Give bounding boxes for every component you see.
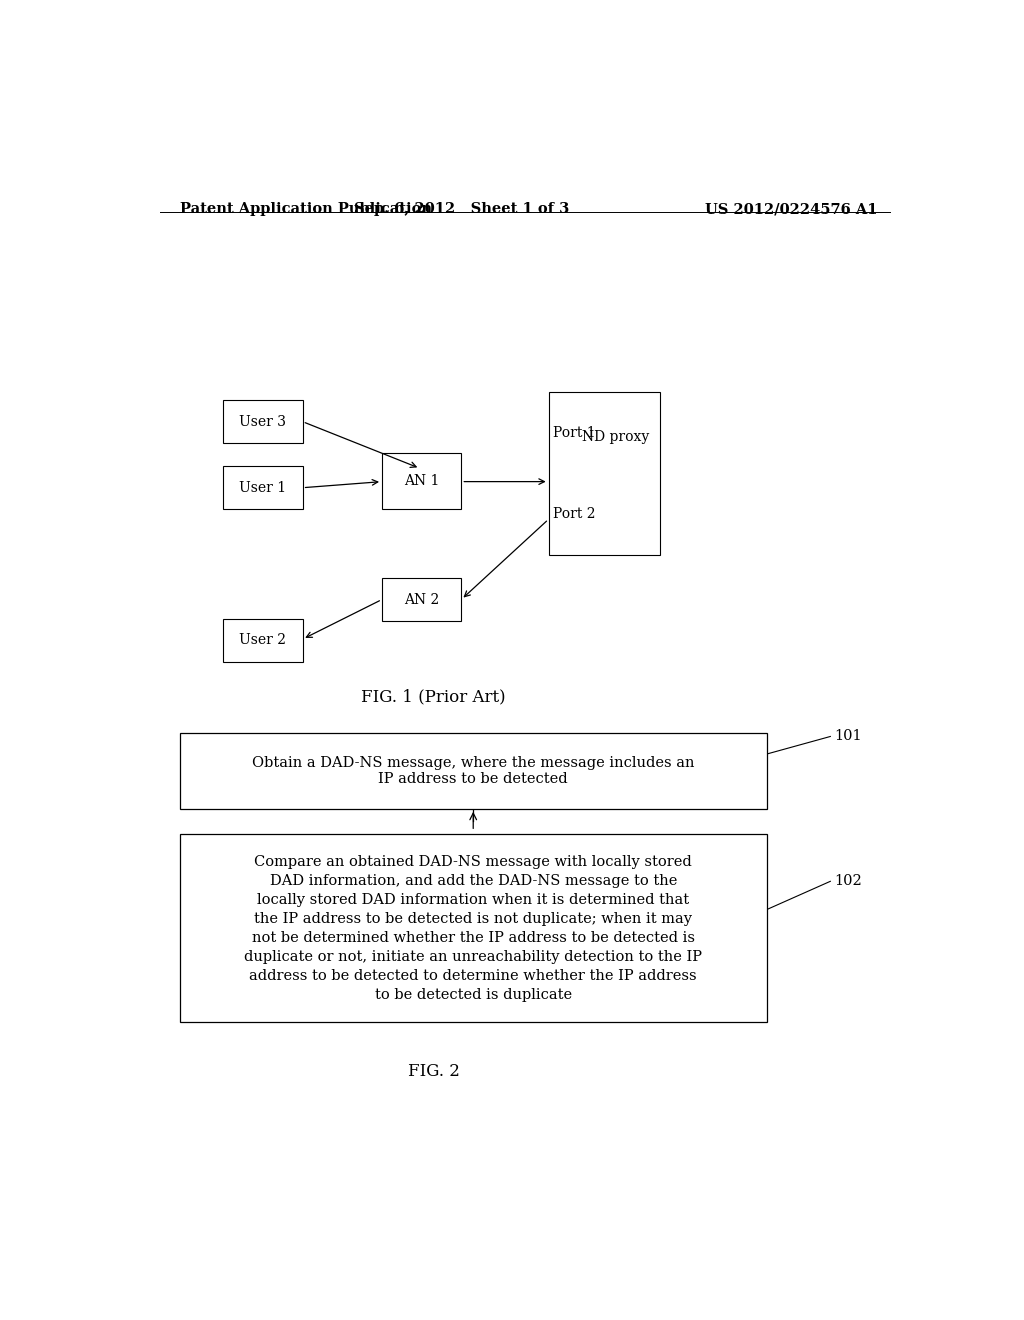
Text: 101: 101	[835, 730, 862, 743]
Text: ND proxy: ND proxy	[583, 430, 649, 444]
Text: Port 1: Port 1	[553, 426, 596, 440]
Text: Sep. 6, 2012   Sheet 1 of 3: Sep. 6, 2012 Sheet 1 of 3	[353, 202, 569, 216]
FancyBboxPatch shape	[179, 834, 767, 1022]
Text: Compare an obtained DAD-NS message with locally stored
DAD information, and add : Compare an obtained DAD-NS message with …	[244, 855, 702, 1002]
FancyBboxPatch shape	[382, 578, 462, 620]
Text: User 3: User 3	[240, 414, 287, 429]
Text: FIG. 2: FIG. 2	[408, 1063, 460, 1080]
FancyBboxPatch shape	[179, 733, 767, 809]
Text: 102: 102	[835, 874, 862, 888]
FancyBboxPatch shape	[223, 466, 303, 510]
Text: Port 2: Port 2	[553, 507, 596, 521]
FancyBboxPatch shape	[223, 619, 303, 661]
Text: Patent Application Publication: Patent Application Publication	[179, 202, 431, 216]
Text: US 2012/0224576 A1: US 2012/0224576 A1	[706, 202, 878, 216]
FancyBboxPatch shape	[549, 392, 659, 554]
Text: User 2: User 2	[240, 634, 287, 647]
Text: AN 1: AN 1	[403, 474, 439, 488]
FancyBboxPatch shape	[382, 453, 462, 510]
Text: AN 2: AN 2	[404, 593, 439, 606]
Text: Obtain a DAD-NS message, where the message includes an
IP address to be detected: Obtain a DAD-NS message, where the messa…	[252, 755, 694, 785]
Text: User 1: User 1	[240, 480, 287, 495]
FancyBboxPatch shape	[223, 400, 303, 444]
Text: FIG. 1 (Prior Art): FIG. 1 (Prior Art)	[361, 689, 506, 706]
